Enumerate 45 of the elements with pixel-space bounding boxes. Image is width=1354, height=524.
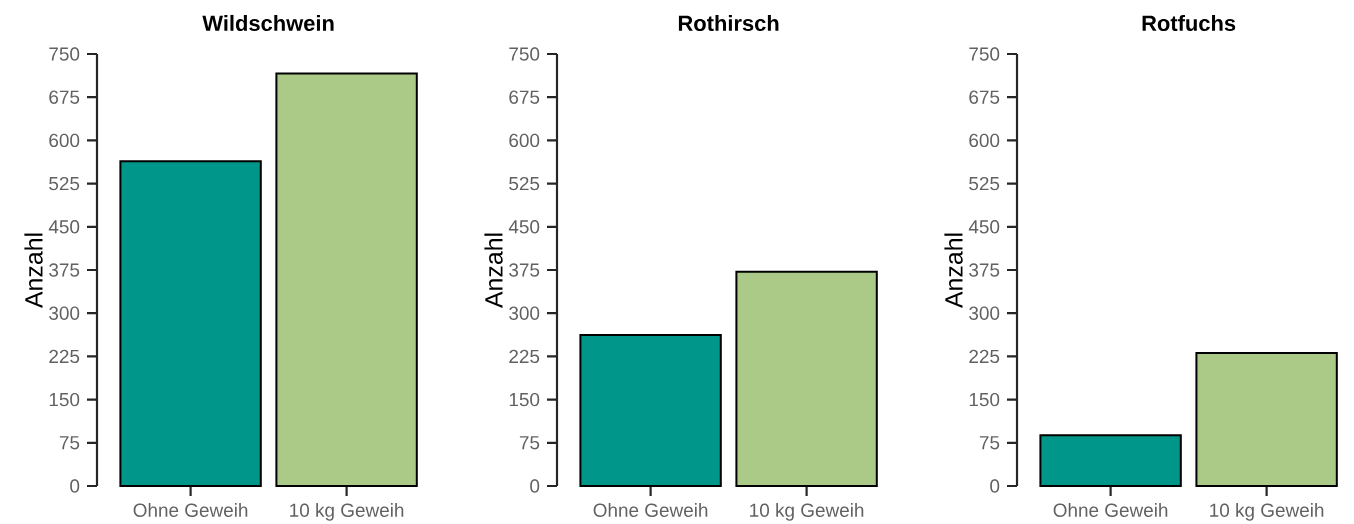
chart-title: Rothirsch xyxy=(678,14,779,32)
y-tick-label: 300 xyxy=(49,306,80,320)
y-tick-label: 0 xyxy=(530,479,540,493)
y-tick-label: 225 xyxy=(969,349,1000,364)
y-tick-label: 375 xyxy=(49,263,80,277)
y-tick-label: 600 xyxy=(969,133,1000,148)
x-tick-label: 10 kg Geweih xyxy=(290,503,404,521)
y-tick-label: 525 xyxy=(509,176,540,191)
y-tick-label: 375 xyxy=(969,263,1000,277)
x-tick-label: 10 kg Geweih xyxy=(750,503,864,521)
y-tick-label: 525 xyxy=(49,176,80,191)
y-tick-label: 75 xyxy=(519,436,540,450)
y-tick-label: 75 xyxy=(59,436,80,450)
y-tick-label: 525 xyxy=(969,176,1000,191)
y-tick-label: 750 xyxy=(49,47,80,61)
y-tick-label: 225 xyxy=(49,349,80,364)
y-tick-label: 75 xyxy=(979,436,1000,450)
y-tick-label: 0 xyxy=(990,479,1000,493)
y-tick-label: 150 xyxy=(509,392,540,407)
y-tick-label: 600 xyxy=(49,133,80,148)
y-tick-label: 0 xyxy=(70,479,80,493)
x-tick-label: 10 kg Geweih xyxy=(1210,503,1324,521)
y-tick-label: 450 xyxy=(508,220,540,234)
y-tick-label: 675 xyxy=(509,90,540,104)
y-tick-label: 225 xyxy=(509,349,540,364)
y-tick-label: 750 xyxy=(509,47,540,61)
chart-title: Rotfuchs xyxy=(1142,14,1236,32)
y-axis-title: Anzahl xyxy=(24,233,43,309)
chart-title: Wildschwein xyxy=(202,14,334,32)
y-tick-label: 750 xyxy=(969,47,1000,61)
y-axis-title: Anzahl xyxy=(944,233,963,309)
y-tick-label: 300 xyxy=(969,306,1000,320)
x-tick-label: Ohne Geweih xyxy=(133,503,248,517)
y-axis-title: Anzahl xyxy=(484,233,503,309)
y-tick-label: 450 xyxy=(48,220,80,234)
y-tick-label: 375 xyxy=(509,263,540,277)
x-tick-label: Ohne Geweih xyxy=(593,503,708,517)
x-tick-label: Ohne Geweih xyxy=(1053,503,1168,517)
y-tick-label: 450 xyxy=(968,220,1000,234)
y-tick-label: 600 xyxy=(509,133,540,148)
y-tick-label: 675 xyxy=(49,90,80,104)
y-tick-label: 150 xyxy=(49,392,80,407)
y-tick-label: 300 xyxy=(509,306,540,320)
y-tick-label: 675 xyxy=(969,90,1000,104)
y-tick-label: 150 xyxy=(969,392,1000,407)
